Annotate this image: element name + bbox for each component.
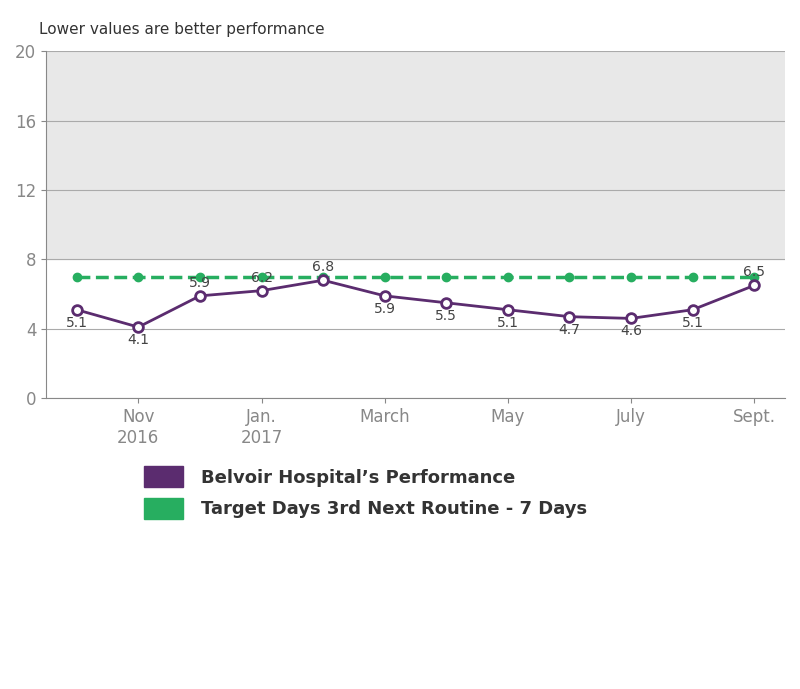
Text: 5.5: 5.5: [435, 309, 458, 323]
Text: 5.1: 5.1: [497, 316, 519, 330]
Text: 4.1: 4.1: [127, 333, 150, 347]
Text: 6.5: 6.5: [743, 265, 766, 279]
Bar: [46, 51, 785, 260]
Text: 6.8: 6.8: [312, 260, 334, 274]
Legend: Belvoir Hospital’s Performance, Target Days 3rd Next Routine - 7 Days: Belvoir Hospital’s Performance, Target D…: [144, 466, 587, 519]
Text: 5.9: 5.9: [189, 276, 211, 290]
Text: 4.7: 4.7: [558, 322, 580, 337]
Text: 6.2: 6.2: [250, 271, 273, 285]
Text: 5.1: 5.1: [682, 316, 704, 330]
Text: 4.6: 4.6: [620, 325, 642, 338]
Text: Lower values are better performance: Lower values are better performance: [38, 22, 324, 37]
Text: 5.9: 5.9: [374, 302, 396, 316]
Text: 5.1: 5.1: [66, 316, 88, 330]
